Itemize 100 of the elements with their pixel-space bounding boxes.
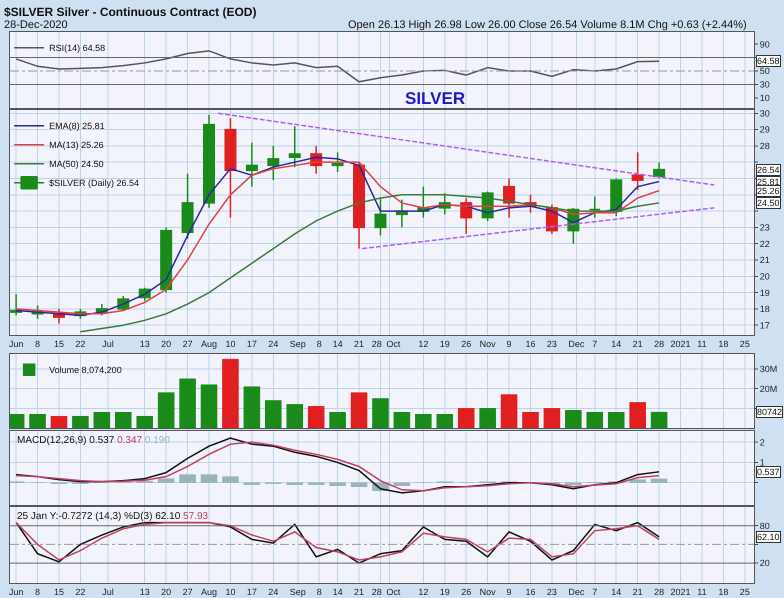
- x-tick-label: 9: [506, 338, 512, 349]
- y-tick-label: 29: [760, 124, 770, 135]
- x-tick-label: 23: [546, 338, 557, 349]
- x-tick-label: 21: [354, 586, 364, 597]
- x-tick-label: 12: [418, 586, 428, 597]
- x-tick-label: 28: [372, 338, 382, 349]
- x-tick-label: 20: [161, 586, 172, 597]
- y-tick-label: 19: [760, 288, 770, 298]
- x-tick-label: 24: [268, 338, 278, 349]
- x-tick-label: 8: [316, 338, 322, 349]
- x-tick-label: 2021: [670, 586, 691, 597]
- y-tick-label: 10: [760, 93, 770, 104]
- text: MACD(12,26,9) 0.537: [17, 435, 115, 446]
- x-tick-label: 15: [54, 586, 64, 597]
- x-tick-label: Oct: [386, 338, 400, 349]
- text: Open 26.13 High 26.98 Low 26.00 Close 26.54 Volume 8.1M Chg +0.63 (+2.44%): [348, 19, 747, 31]
- x-tick-label: 20: [161, 338, 172, 349]
- x-tick-label: 18: [718, 338, 728, 349]
- series-label: 25 Jan Y:-0.7272 (14,3) %D(3) 62.10: [17, 511, 181, 522]
- x-tick-label: 11: [697, 338, 707, 349]
- legend-label: MA(13) 25.26: [49, 140, 104, 150]
- legend-label: Volume 8,074,200: [49, 365, 122, 376]
- y-tick-label: 20: [760, 271, 770, 282]
- y-tick-label: 23: [760, 222, 770, 233]
- y-tick-label: 50: [760, 66, 770, 76]
- x-tick-label: 28: [654, 586, 664, 597]
- x-tick-label: 7: [592, 338, 598, 349]
- x-tick-label: 23: [546, 586, 557, 597]
- x-tick-label: 27: [182, 338, 193, 349]
- x-tick-label: 10: [225, 338, 236, 349]
- x-tick-label: 26: [461, 338, 472, 349]
- y-tick-label: 80: [760, 520, 770, 531]
- x-tick-label: 19: [440, 586, 450, 597]
- annotation: 24.50: [757, 198, 780, 208]
- x-tick-label: 8: [316, 586, 322, 597]
- x-tick-label: 14: [332, 586, 343, 597]
- legend-label: EMA(8) 25.81: [49, 121, 105, 132]
- x-tick-label: 21: [632, 586, 643, 597]
- x-tick-label: 18: [718, 586, 728, 597]
- annotation: 0.537: [757, 467, 780, 477]
- chart-subtitle: 28-Dec-2020: [4, 19, 68, 31]
- annotation: SILVER: [405, 89, 466, 108]
- y-tick-label: 18: [760, 304, 770, 314]
- y-tick-label: 30: [760, 80, 770, 90]
- x-tick-label: Aug: [201, 338, 218, 349]
- y-tick-label: 21: [760, 255, 770, 266]
- x-tick-label: 28: [372, 586, 382, 597]
- x-tick-label: 8: [35, 338, 40, 349]
- x-tick-label: 14: [611, 586, 622, 597]
- y-tick-label: 28: [760, 141, 770, 152]
- x-tick-label: 10: [225, 586, 236, 597]
- annotation: 25.81: [757, 177, 780, 187]
- y-tick-label: 20: [760, 558, 770, 568]
- annotation: 64.58: [757, 56, 780, 66]
- y-tick-label: 90: [760, 39, 770, 50]
- x-tick-label: 22: [75, 586, 86, 597]
- annotation: 62.10: [757, 532, 780, 542]
- x-tick-label: 13: [140, 586, 150, 597]
- x-tick-label: 15: [54, 338, 64, 349]
- x-tick-label: 17: [246, 586, 257, 597]
- text: 0.190: [144, 435, 170, 446]
- x-tick-label: Oct: [386, 586, 400, 597]
- y-tick-label: 20M: [760, 384, 778, 394]
- x-tick-label: Jul: [102, 338, 114, 349]
- series-label: 57.93: [183, 511, 209, 522]
- x-tick-label: 25: [740, 338, 750, 349]
- y-tick-label: 1: [760, 458, 765, 468]
- y-tick-label: 2: [760, 437, 765, 448]
- legend-label: RSI(14) 64.58: [49, 43, 106, 54]
- x-tick-label: 2021: [670, 338, 691, 349]
- x-tick-label: Nov: [480, 338, 496, 349]
- x-tick-label: 28: [654, 338, 664, 349]
- x-tick-label: Nov: [480, 586, 496, 597]
- x-tick-label: 22: [75, 338, 86, 349]
- x-tick-label: 21: [354, 338, 364, 349]
- x-tick-label: 26: [461, 586, 472, 597]
- x-tick-label: 14: [332, 338, 343, 349]
- text: 0.347: [117, 435, 143, 446]
- x-tick-label: Dec: [568, 338, 585, 349]
- x-tick-label: Jun: [8, 338, 24, 349]
- x-tick-label: 14: [611, 338, 622, 349]
- legend-label: $SILVER (Daily) 26.54: [49, 178, 140, 188]
- x-tick-label: Jul: [102, 586, 114, 597]
- chart-title: $SILVER Silver - Continuous Contract (EOD): [4, 5, 256, 19]
- x-tick-label: Sep: [290, 338, 306, 349]
- x-tick-label: 25: [740, 586, 750, 597]
- x-tick-label: Sep: [290, 586, 306, 597]
- y-tick-label: 17: [760, 320, 770, 330]
- x-tick-label: 24: [268, 586, 278, 597]
- annotation: 26.54: [757, 165, 780, 175]
- annotation: 25.26: [757, 186, 780, 196]
- x-tick-label: 19: [440, 338, 450, 349]
- x-tick-label: 8: [35, 586, 40, 597]
- x-tick-label: 9: [506, 586, 512, 597]
- x-tick-label: 7: [592, 586, 598, 597]
- y-tick-label: 30M: [760, 364, 778, 374]
- x-tick-label: 13: [140, 338, 150, 349]
- x-tick-label: 16: [525, 586, 536, 597]
- legend-label: MA(50) 24.50: [49, 159, 104, 170]
- x-tick-label: Jun: [8, 586, 24, 597]
